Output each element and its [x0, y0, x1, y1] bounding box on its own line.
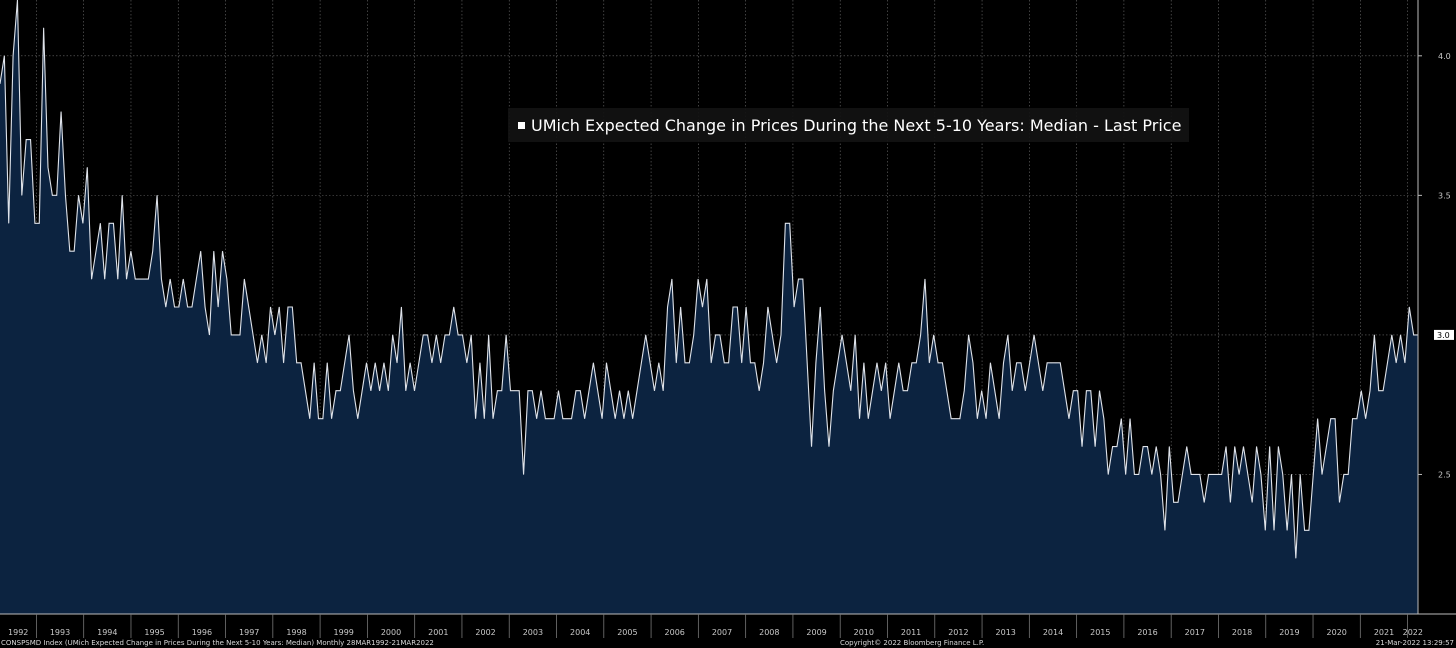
x-tick-label: 2000 — [381, 628, 401, 637]
axes — [0, 0, 1456, 615]
x-tick-label: 2001 — [428, 628, 448, 637]
x-tick-label: 1994 — [97, 628, 117, 637]
x-tick-label: 2009 — [806, 628, 826, 637]
last-value-label: 3.0 — [1437, 331, 1450, 340]
x-tick-label: 2003 — [523, 628, 543, 637]
x-tick-label: 2008 — [759, 628, 779, 637]
x-tick-label: 2015 — [1090, 628, 1110, 637]
footer-bar: CONSPSMD Index (UMich Expected Change in… — [0, 639, 1456, 648]
x-tick-label: 1992 — [8, 628, 28, 637]
x-tick-label: 2012 — [948, 628, 968, 637]
y-tick-label: 3.5 — [1438, 191, 1451, 200]
series-line — [0, 0, 1418, 559]
x-tick-label: 2005 — [617, 628, 637, 637]
y-tick-label: 4.0 — [1438, 52, 1451, 61]
x-tick-label: 2019 — [1279, 628, 1299, 637]
x-tick-label: 1996 — [192, 628, 212, 637]
legend-label: UMich Expected Change in Prices During t… — [531, 115, 1182, 135]
y-tick-label: 2.5 — [1438, 470, 1451, 479]
footer-copyright: Copyright© 2022 Bloomberg Finance L.P. — [840, 639, 985, 647]
x-tick-label: 1995 — [144, 628, 164, 637]
last-value-marker: 3.0 — [1434, 329, 1454, 340]
x-tick-label: 2006 — [665, 628, 685, 637]
x-tick-label: 2014 — [1043, 628, 1063, 637]
x-tick-label: 2016 — [1137, 628, 1157, 637]
x-tick-label: 2017 — [1185, 628, 1205, 637]
x-tick-label: 2004 — [570, 628, 590, 637]
x-tick-label: 2018 — [1232, 628, 1252, 637]
series-area-fill — [0, 0, 1418, 614]
x-axis-ticks: 1992 1993 1994 1995 1996 1997 1998 1999 2000 2001… — [8, 614, 1423, 638]
footer-timestamp: 21-Mar-2022 13:29:57 — [1375, 639, 1454, 647]
x-tick-label: 1993 — [50, 628, 70, 637]
x-tick-label: 2002 — [475, 628, 495, 637]
x-tick-label: 1997 — [239, 628, 259, 637]
x-tick-label: 1999 — [334, 628, 354, 637]
x-tick-label: 2007 — [712, 628, 732, 637]
last-value-box — [1434, 329, 1454, 340]
legend-swatch — [518, 121, 525, 129]
x-tick-label: 2010 — [854, 628, 874, 637]
x-tick-label: 1998 — [286, 628, 306, 637]
footer-source: CONSPSMD Index (UMich Expected Change in… — [1, 639, 434, 647]
x-tick-label: 2013 — [996, 628, 1016, 637]
legend: UMich Expected Change in Prices During t… — [508, 108, 1190, 142]
y-axis-ticks: 2.5 3.5 4.0 — [1418, 52, 1451, 479]
x-tick-label: 2011 — [901, 628, 921, 637]
x-tick-label: 2020 — [1327, 628, 1347, 637]
x-tick-label: 2021 — [1374, 628, 1394, 637]
x-tick-label: 2022 — [1403, 628, 1423, 637]
